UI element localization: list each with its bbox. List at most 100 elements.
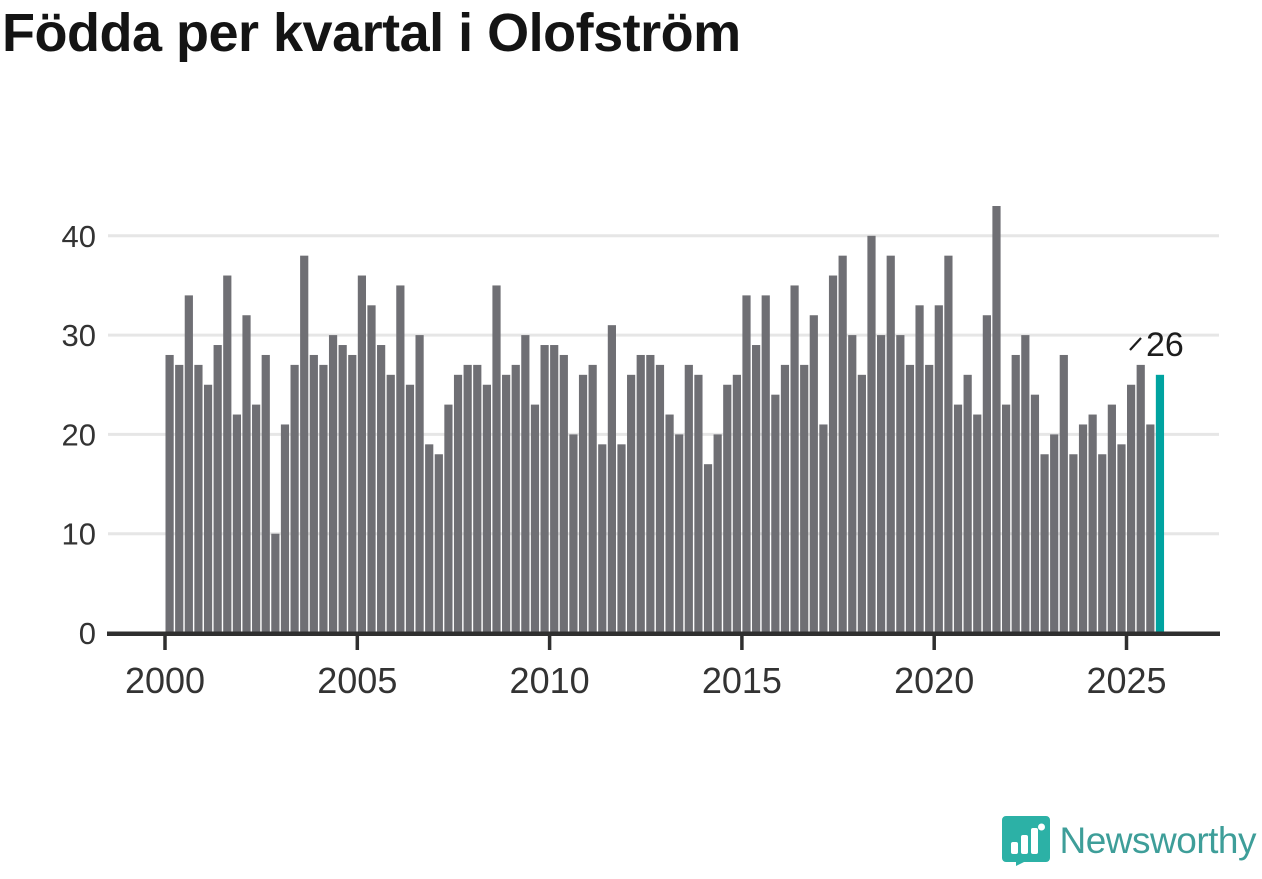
bar <box>348 354 357 633</box>
bar <box>684 364 693 633</box>
bar <box>732 374 741 633</box>
newsworthy-logo: Newsworthy <box>1001 816 1257 866</box>
bar <box>703 464 713 633</box>
bar <box>280 424 290 633</box>
y-axis-label: 20 <box>62 417 96 452</box>
bar <box>819 424 828 633</box>
bar <box>405 384 415 633</box>
bar <box>617 444 626 633</box>
bar <box>444 404 453 633</box>
bar <box>1059 354 1068 633</box>
bar <box>1117 444 1126 633</box>
bar <box>1040 454 1049 633</box>
x-axis-label: 2010 <box>510 660 590 701</box>
bar <box>1146 424 1155 633</box>
bar <box>665 414 674 633</box>
bar <box>780 364 790 633</box>
bar <box>953 404 963 633</box>
bar <box>309 354 318 633</box>
bar <box>905 364 915 633</box>
bar <box>328 335 338 633</box>
bar <box>473 364 482 633</box>
bar <box>223 275 232 633</box>
bar <box>578 374 588 633</box>
bar <box>1011 354 1020 633</box>
bar <box>242 315 251 633</box>
bar <box>838 255 847 633</box>
bar <box>857 374 866 633</box>
bar <box>290 364 299 633</box>
bar <box>944 255 953 633</box>
bar <box>357 275 366 633</box>
bar <box>828 275 838 633</box>
bar <box>425 444 434 633</box>
bar <box>723 384 732 633</box>
chart-title: Födda per kvartal i Olofström <box>2 3 741 63</box>
bar <box>655 364 665 633</box>
bar <box>1002 404 1011 633</box>
bar <box>271 533 280 633</box>
bar <box>607 325 616 633</box>
bar <box>636 354 645 633</box>
bar <box>896 335 905 633</box>
bar <box>415 335 424 633</box>
bar <box>1078 424 1088 633</box>
bar <box>530 404 540 633</box>
bar <box>713 434 722 633</box>
bar <box>261 354 270 633</box>
bar <box>232 414 242 633</box>
bar <box>492 285 501 633</box>
bar <box>1107 404 1116 633</box>
bar <box>761 295 770 633</box>
newsworthy-logo-text: Newsworthy <box>1059 820 1257 861</box>
bar <box>213 345 222 633</box>
bar <box>752 345 761 633</box>
bar <box>396 285 405 633</box>
x-axis-label: 2000 <box>125 660 205 701</box>
bar <box>877 335 886 633</box>
bar <box>386 374 395 633</box>
x-axis-label: 2015 <box>702 660 782 701</box>
x-axis-label: 2025 <box>1086 660 1166 701</box>
bar <box>521 335 530 633</box>
bar <box>453 374 463 633</box>
bar <box>1127 384 1136 633</box>
annotation-leader-line <box>1129 337 1142 351</box>
bar <box>194 364 203 633</box>
bar <box>915 305 924 633</box>
bar <box>463 364 472 633</box>
y-axis-label: 30 <box>62 318 96 353</box>
highlight-bar <box>1155 374 1165 633</box>
bar <box>1021 335 1030 633</box>
bar <box>434 454 443 633</box>
bar <box>550 345 559 633</box>
bar <box>934 305 943 633</box>
bar <box>252 404 261 633</box>
bar <box>886 255 895 633</box>
bar <box>184 295 193 633</box>
bar <box>963 374 972 633</box>
newsworthy-bars-icon <box>1001 816 1050 866</box>
bar <box>675 434 684 633</box>
bar <box>338 345 347 633</box>
bar <box>646 354 655 633</box>
bar <box>973 414 982 633</box>
bar <box>165 354 174 633</box>
bar <box>800 364 809 633</box>
bar <box>925 364 934 633</box>
x-axis-label: 2020 <box>894 660 974 701</box>
bar <box>771 394 780 633</box>
bar <box>502 374 511 633</box>
bar <box>694 374 703 633</box>
bar <box>627 374 636 633</box>
y-axis-label: 0 <box>79 616 96 651</box>
bar <box>992 206 1001 633</box>
y-axis-label: 40 <box>62 219 96 254</box>
bar <box>482 384 491 633</box>
bar <box>982 315 991 633</box>
bar <box>300 255 309 633</box>
bar <box>867 235 876 634</box>
bar <box>559 354 568 633</box>
